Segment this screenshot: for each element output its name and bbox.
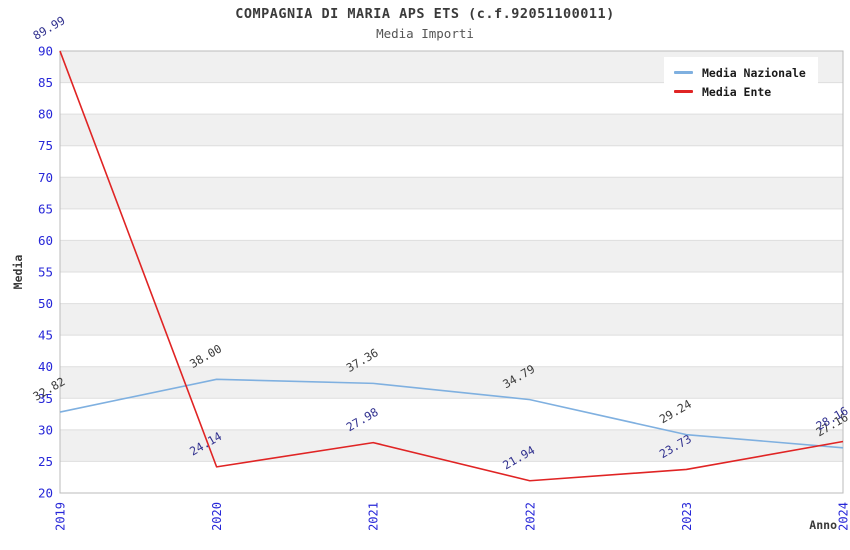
svg-text:2021: 2021 [367,502,381,531]
legend-item-media-ente: Media Ente [674,82,808,101]
svg-text:20: 20 [38,486,53,501]
svg-text:89.99: 89.99 [31,13,68,42]
svg-text:60: 60 [38,233,53,248]
svg-text:75: 75 [38,138,53,153]
svg-text:29.24: 29.24 [657,397,694,426]
svg-text:2022: 2022 [523,502,537,531]
media-nazionale-line-swatch [674,71,693,74]
svg-text:45: 45 [38,328,53,343]
svg-text:50: 50 [38,296,53,311]
svg-text:85: 85 [38,75,53,90]
media-ente-line-swatch [674,90,693,93]
chart-title: COMPAGNIA DI MARIA APS ETS (c.f.92051100… [235,6,615,22]
legend-label-media-ente: Media Ente [702,84,772,99]
svg-text:2019: 2019 [54,502,68,531]
x-axis-label: Anno [809,518,837,532]
svg-text:65: 65 [38,201,53,216]
chart-subtitle: Media Importi [376,26,474,41]
svg-text:2023: 2023 [680,502,694,531]
svg-text:90: 90 [38,44,53,59]
legend-label-media-nazionale: Media Nazionale [702,65,806,80]
svg-text:35: 35 [38,391,53,406]
svg-text:2024: 2024 [837,502,850,531]
legend: Media Nazionale Media Ente [664,57,818,108]
svg-text:25: 25 [38,454,53,469]
svg-text:30: 30 [38,422,53,437]
svg-text:70: 70 [38,170,53,185]
legend-item-media-nazionale: Media Nazionale [674,63,808,82]
y-axis-label: Media [11,254,25,290]
svg-text:40: 40 [38,359,53,374]
svg-text:55: 55 [38,265,53,280]
svg-text:80: 80 [38,107,53,122]
svg-text:2020: 2020 [210,502,224,531]
